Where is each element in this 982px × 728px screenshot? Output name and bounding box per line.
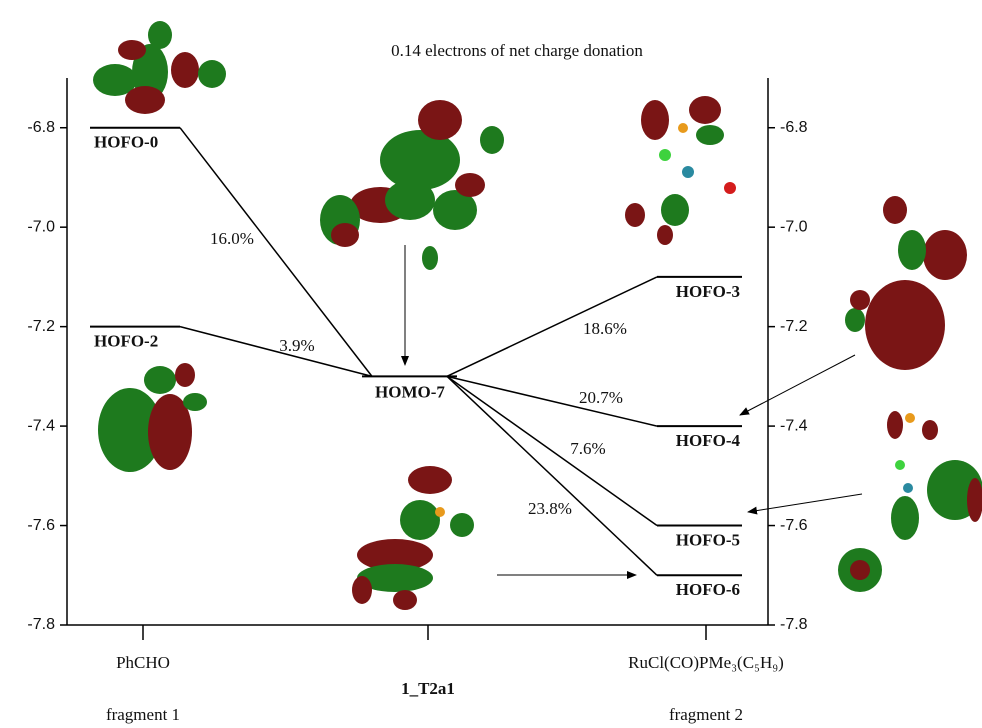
y-tick-label: -7.4 — [27, 417, 55, 434]
y2-tick-label: -6.8 — [780, 119, 808, 136]
contribution-label: 3.9% — [279, 336, 314, 355]
level-label: HOFO-5 — [676, 530, 740, 549]
orbital-image — [838, 411, 982, 592]
contribution-label: 18.6% — [583, 319, 627, 338]
y-tick-label: -7.0 — [27, 218, 55, 235]
y2-tick-label: -7.8 — [780, 616, 808, 633]
y-tick-label: -7.6 — [27, 517, 55, 534]
connector — [180, 327, 372, 377]
level-label: HOFO-0 — [94, 133, 158, 152]
y-tick-label: -6.8 — [27, 119, 55, 136]
x-tick-label: PhCHO — [116, 653, 170, 672]
contribution-label: 23.8% — [528, 499, 572, 518]
connector — [447, 376, 657, 575]
contribution-label: 7.6% — [570, 439, 605, 458]
x-tick-label: RuCl(CO)PMe₃(C₅H₉) — [628, 653, 784, 672]
y-tick-label: -7.2 — [27, 318, 55, 335]
x-tick-label: 1_T2a1 — [401, 679, 455, 698]
y2-tick-label: -7.2 — [780, 318, 808, 335]
connector — [447, 376, 657, 426]
level-label: HOFO-6 — [676, 580, 740, 599]
contribution-label: 20.7% — [579, 388, 623, 407]
y2-tick-label: -7.6 — [780, 517, 808, 534]
y2-tick-label: -7.0 — [780, 218, 808, 235]
level-label: HOFO-2 — [94, 332, 158, 351]
level-label: HOFO-3 — [676, 282, 740, 301]
contribution-label: 16.0% — [210, 229, 254, 248]
level-label: HOFO-4 — [676, 431, 741, 450]
arrow — [748, 494, 862, 512]
orbital-image — [320, 100, 504, 270]
y2-tick-label: -7.4 — [780, 417, 808, 434]
arrow — [740, 355, 855, 415]
orbital-image — [845, 196, 967, 370]
connector — [180, 128, 372, 377]
fragment-label: fragment 2 — [669, 705, 743, 724]
orbital-image — [93, 21, 226, 114]
chart-title: 0.14 electrons of net charge donation — [391, 41, 643, 60]
orbital-image — [98, 363, 207, 472]
fragment-label: fragment 1 — [106, 705, 180, 724]
orbital-image — [625, 96, 736, 245]
chart: 0.14 electrons of net charge donation — [0, 0, 982, 728]
y-tick-label: -7.8 — [27, 616, 55, 633]
orbital-image — [352, 466, 474, 610]
level-label: HOMO-7 — [375, 382, 445, 401]
